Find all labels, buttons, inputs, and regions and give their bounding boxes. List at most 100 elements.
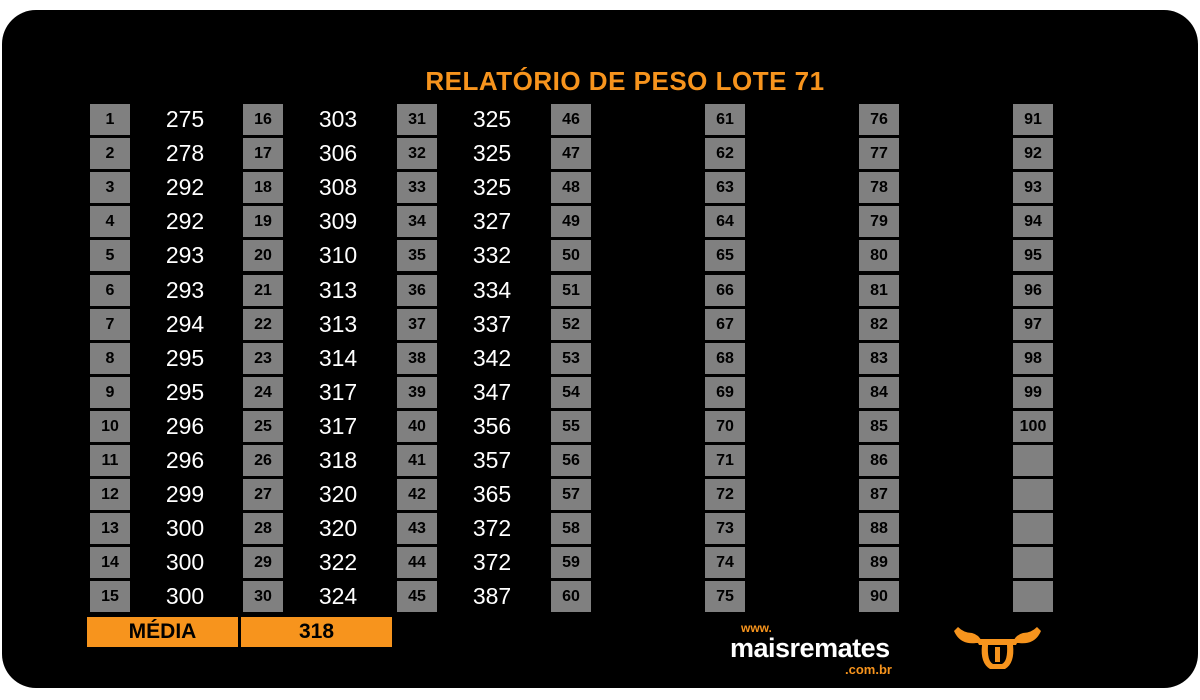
weight-value — [1053, 411, 1163, 442]
weight-value — [591, 206, 701, 237]
empty-cell — [1013, 445, 1053, 476]
weight-value: 295 — [165, 345, 205, 371]
weight-value — [1053, 343, 1163, 374]
weight-value — [899, 104, 1009, 135]
weight-value: 306 — [318, 140, 358, 166]
row-number: 34 — [397, 206, 437, 237]
weight-value — [899, 343, 1009, 374]
row-number: 42 — [397, 479, 437, 510]
weight-value — [899, 547, 1009, 578]
weight-value — [745, 206, 855, 237]
weight-value — [591, 343, 701, 374]
weight-value: 303 — [318, 106, 358, 132]
weight-value — [899, 445, 1009, 476]
row-number: 9 — [90, 377, 130, 408]
weight-value — [899, 275, 1009, 306]
weight-value: 293 — [165, 242, 205, 268]
row-number: 33 — [397, 172, 437, 203]
row-number: 64 — [705, 206, 745, 237]
row-number: 48 — [551, 172, 591, 203]
row-number: 53 — [551, 343, 591, 374]
weight-value: 294 — [165, 311, 205, 337]
weight-value: 334 — [472, 277, 512, 303]
weight-value — [1053, 240, 1163, 271]
weight-value — [591, 138, 701, 169]
row-number: 76 — [859, 104, 899, 135]
weight-value: 372 — [472, 515, 512, 541]
row-number: 73 — [705, 513, 745, 544]
row-number: 94 — [1013, 206, 1053, 237]
row-number: 85 — [859, 411, 899, 442]
row-number: 41 — [397, 445, 437, 476]
weight-value: 372 — [472, 549, 512, 575]
row-number: 4 — [90, 206, 130, 237]
weight-value — [745, 479, 855, 510]
empty-cell — [1013, 581, 1053, 612]
row-number: 62 — [705, 138, 745, 169]
weight-value — [1053, 206, 1163, 237]
row-number: 84 — [859, 377, 899, 408]
row-number: 74 — [705, 547, 745, 578]
row-number: 35 — [397, 240, 437, 271]
row-number: 66 — [705, 275, 745, 306]
row-number: 46 — [551, 104, 591, 135]
row-number: 20 — [243, 240, 283, 271]
row-number: 15 — [90, 581, 130, 612]
weight-value: 293 — [165, 277, 205, 303]
weight-value — [745, 343, 855, 374]
row-number: 65 — [705, 240, 745, 271]
row-number: 5 — [90, 240, 130, 271]
weight-value: 275 — [165, 106, 205, 132]
weight-value: 278 — [165, 140, 205, 166]
empty-cell — [1013, 513, 1053, 544]
brand-domain: .com.br — [845, 662, 892, 677]
row-number: 98 — [1013, 343, 1053, 374]
weight-value: 300 — [165, 549, 205, 575]
weight-value — [899, 172, 1009, 203]
weight-value: 296 — [165, 413, 205, 439]
row-number: 43 — [397, 513, 437, 544]
row-number: 91 — [1013, 104, 1053, 135]
weight-value — [745, 445, 855, 476]
weight-value — [899, 138, 1009, 169]
row-number: 89 — [859, 547, 899, 578]
average-value: 318 — [241, 617, 392, 647]
weight-value — [1053, 513, 1163, 544]
weight-value — [899, 513, 1009, 544]
weight-value — [591, 581, 701, 612]
weight-value — [1053, 547, 1163, 578]
row-number: 54 — [551, 377, 591, 408]
row-number: 61 — [705, 104, 745, 135]
row-number: 7 — [90, 309, 130, 340]
row-number: 2 — [90, 138, 130, 169]
row-number: 37 — [397, 309, 437, 340]
weight-value — [899, 206, 1009, 237]
weight-value: 295 — [165, 379, 205, 405]
row-number: 50 — [551, 240, 591, 271]
row-number: 68 — [705, 343, 745, 374]
row-number: 71 — [705, 445, 745, 476]
report-panel — [2, 10, 1198, 688]
row-number: 60 — [551, 581, 591, 612]
row-number: 49 — [551, 206, 591, 237]
weight-value: 325 — [472, 174, 512, 200]
row-number: 19 — [243, 206, 283, 237]
weight-value — [745, 547, 855, 578]
weight-value — [745, 104, 855, 135]
brand-name: maisremates — [730, 633, 890, 663]
row-number: 59 — [551, 547, 591, 578]
row-number: 47 — [551, 138, 591, 169]
row-number: 79 — [859, 206, 899, 237]
row-number: 3 — [90, 172, 130, 203]
weight-value — [1053, 377, 1163, 408]
empty-cell — [1013, 479, 1053, 510]
weight-value — [745, 377, 855, 408]
row-number: 70 — [705, 411, 745, 442]
row-number: 40 — [397, 411, 437, 442]
weight-value: 342 — [472, 345, 512, 371]
weight-value — [591, 445, 701, 476]
weight-value: 327 — [472, 208, 512, 234]
row-number: 88 — [859, 513, 899, 544]
row-number: 90 — [859, 581, 899, 612]
weight-value — [1053, 104, 1163, 135]
